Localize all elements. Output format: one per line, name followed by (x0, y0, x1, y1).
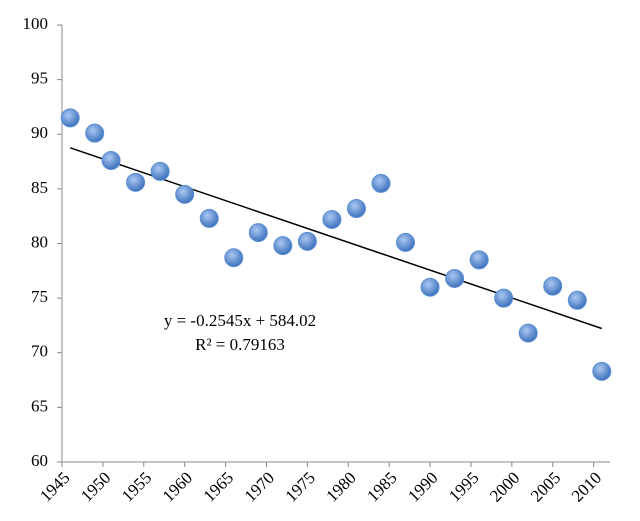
point (469, 250, 489, 270)
point (248, 223, 268, 243)
point (175, 184, 195, 204)
x-tick-label: 1985 (363, 468, 400, 505)
x-tick-label: 1955 (118, 468, 155, 505)
point (273, 236, 293, 256)
point (445, 268, 465, 288)
x-tick-label: 1980 (322, 468, 359, 505)
y-tick-label: 80 (31, 232, 48, 251)
x-tick-label: 1970 (241, 468, 278, 505)
x-tick-label: 1945 (36, 468, 73, 505)
y-tick-label: 85 (31, 178, 48, 197)
x-tick-label: 2010 (568, 468, 605, 505)
x-tick-label: 1995 (445, 468, 482, 505)
point (60, 108, 80, 128)
point (346, 199, 366, 219)
point (199, 208, 219, 228)
y-tick-label: 95 (31, 69, 48, 88)
point (85, 123, 105, 143)
point (420, 277, 440, 297)
point (101, 150, 121, 170)
point (371, 173, 391, 193)
y-tick-label: 90 (31, 123, 48, 142)
x-tick-label: 1965 (200, 468, 237, 505)
point (297, 231, 317, 251)
y-tick-label: 100 (23, 14, 49, 33)
point (396, 232, 416, 252)
point (518, 323, 538, 343)
x-tick-label: 1950 (77, 468, 114, 505)
x-tick-label: 2000 (486, 468, 523, 505)
y-tick-label: 65 (31, 396, 48, 415)
y-tick-label: 60 (31, 451, 48, 470)
x-tick-label: 1975 (281, 468, 318, 505)
point (150, 161, 170, 181)
point (543, 276, 563, 296)
y-tick-label: 75 (31, 287, 48, 306)
point (567, 290, 587, 310)
x-tick-label: 2005 (527, 468, 564, 505)
point (322, 209, 342, 229)
point (224, 248, 244, 268)
x-tick-label: 1990 (404, 468, 441, 505)
point (592, 361, 612, 381)
trend-r-squared: R² = 0.79163 (195, 335, 285, 354)
y-tick-label: 70 (31, 342, 48, 361)
point (494, 288, 514, 308)
point (126, 172, 146, 192)
trendline (69, 147, 603, 330)
trend-equation: y = -0.2545x + 584.02 (164, 311, 316, 330)
x-tick-label: 1960 (159, 468, 196, 505)
